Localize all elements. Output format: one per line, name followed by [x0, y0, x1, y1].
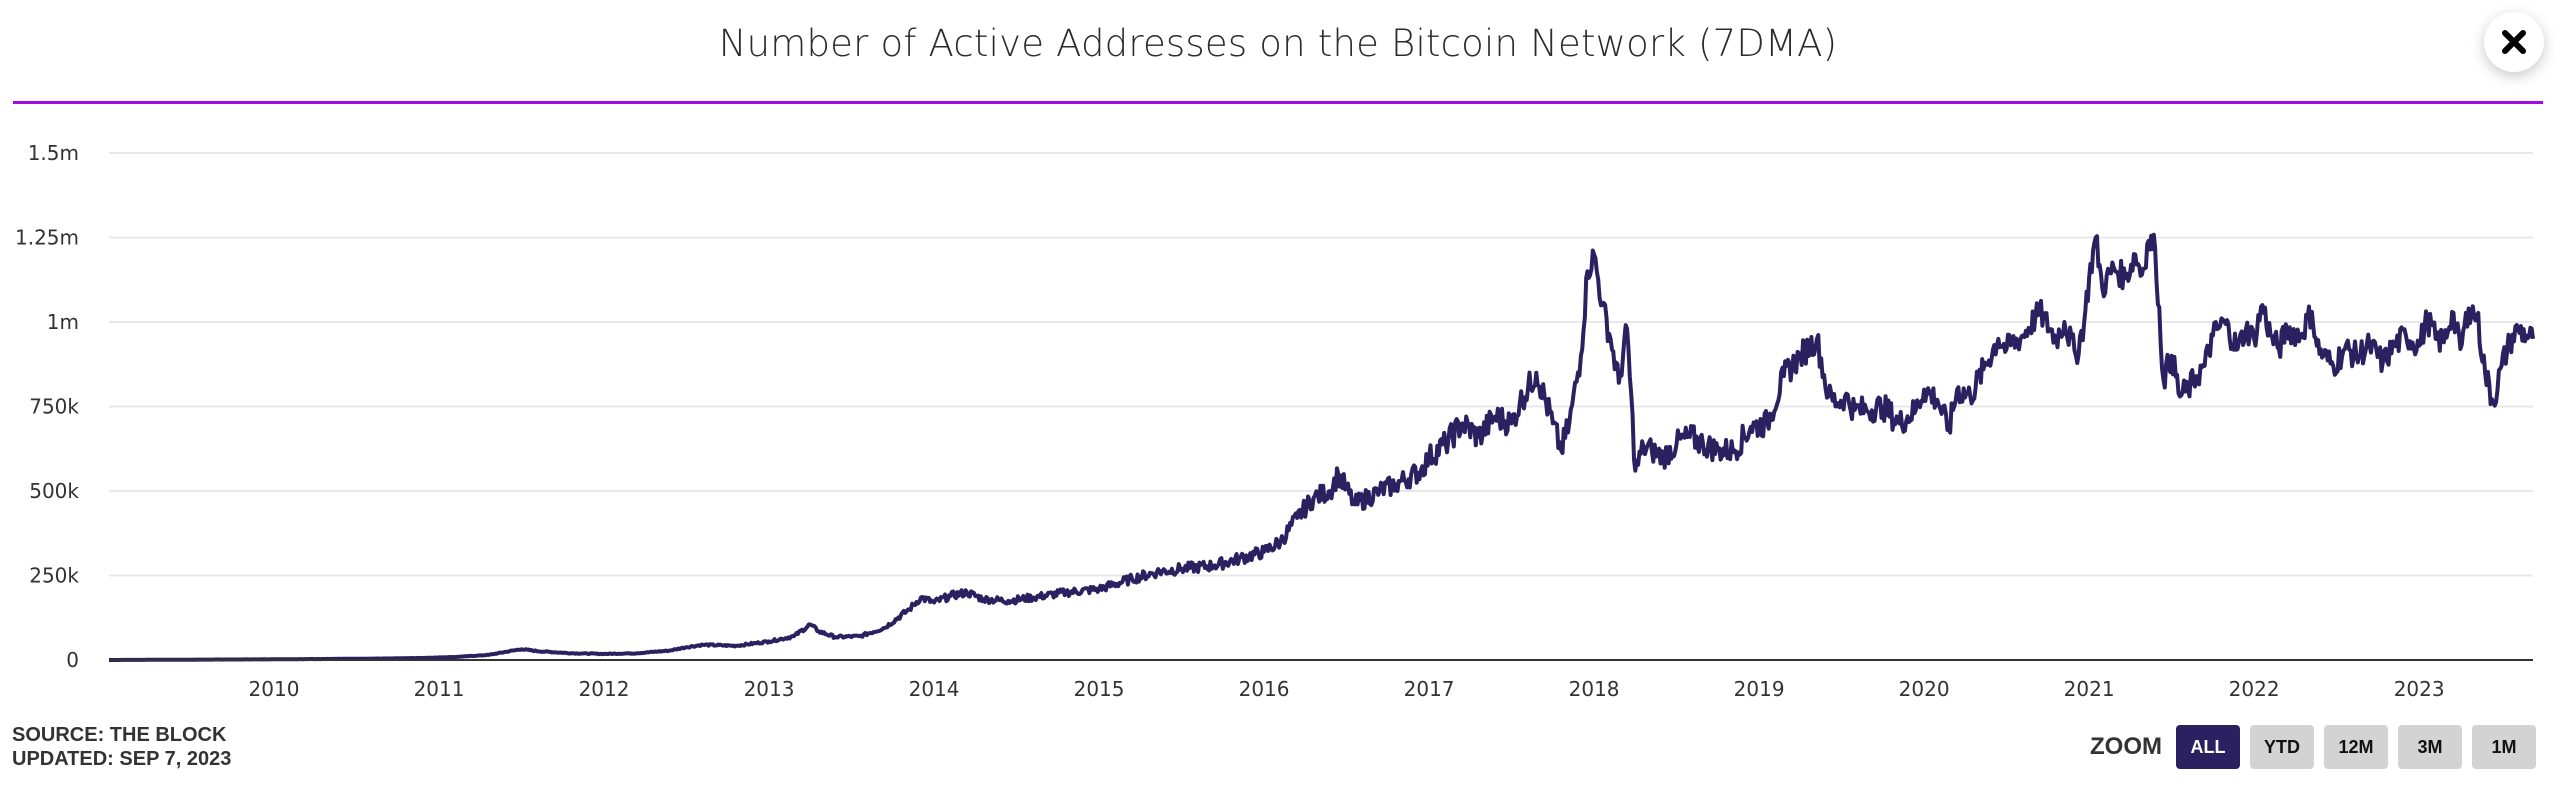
chart-title: Number of Active Addresses on the Bitcoi…	[718, 22, 1838, 65]
x-tick-label: 2011	[414, 677, 465, 701]
x-tick-label: 2019	[1734, 677, 1785, 701]
y-tick-label: 250k	[29, 564, 79, 588]
x-tick-label: 2022	[2229, 677, 2280, 701]
y-tick-label: 1m	[47, 310, 79, 334]
updated-label: UPDATED: SEP 7, 2023	[12, 748, 232, 770]
x-tick-label: 2020	[1899, 677, 1950, 701]
title-divider	[13, 101, 2543, 104]
y-tick-label: 1.25m	[15, 226, 79, 250]
y-tick-label: 1.5m	[28, 141, 79, 165]
zoom-button-1m[interactable]: 1M	[2472, 725, 2536, 769]
source-note: SOURCE: THE BLOCK UPDATED: SEP 7, 2023	[12, 723, 231, 771]
x-tick-label: 2016	[1239, 677, 1290, 701]
zoom-button-all[interactable]: ALL	[2176, 725, 2240, 769]
x-tick-label: 2021	[2064, 677, 2115, 701]
x-axis: 2010 2011 2012 2013 2014 2015 2016 2017 2018 2019…	[249, 677, 2445, 701]
x-tick-label: 2015	[1074, 677, 1125, 701]
x-tick-label: 2013	[744, 677, 795, 701]
x-tick-label: 2012	[579, 677, 630, 701]
y-tick-label: 750k	[29, 395, 79, 419]
y-tick-label: 0	[66, 648, 79, 672]
x-tick-label: 2018	[1569, 677, 1620, 701]
zoom-button-ytd[interactable]: YTD	[2250, 725, 2314, 769]
close-icon	[2502, 30, 2526, 54]
x-tick-label: 2023	[2394, 677, 2445, 701]
close-button[interactable]	[2484, 12, 2544, 72]
y-axis: 0 250k 500k 750k 1m 1.25m 1.5m	[15, 141, 79, 672]
zoom-button-3m[interactable]: 3M	[2398, 725, 2462, 769]
x-tick-label: 2017	[1404, 677, 1455, 701]
zoom-button-12m[interactable]: 12M	[2324, 725, 2388, 769]
x-tick-label: 2010	[249, 677, 300, 701]
y-tick-label: 500k	[29, 479, 79, 503]
x-tick-label: 2014	[909, 677, 960, 701]
zoom-label: ZOOM	[2090, 733, 2162, 760]
zoom-controls: ZOOM ALL YTD 12M 3M 1M	[2090, 724, 2546, 770]
series-line-active-addresses	[108, 232, 2535, 662]
source-label: SOURCE: THE BLOCK	[12, 724, 227, 746]
